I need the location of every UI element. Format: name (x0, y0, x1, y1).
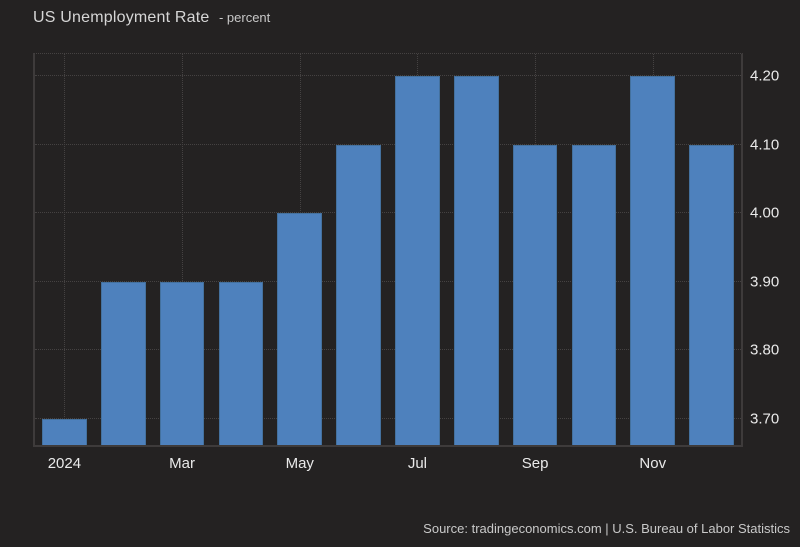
x-axis-tick-label: Sep (521, 455, 549, 472)
bar-dec-2024[interactable] (689, 144, 734, 445)
y-axis-tick-label: 3.90 (750, 273, 780, 291)
x-axis-tick-label: May (285, 455, 314, 472)
y-gridline (35, 143, 741, 145)
x-axis-tick-label: Mar (169, 455, 195, 472)
bar-sep-2024[interactable] (512, 144, 558, 445)
x-axis-tick-label: Jul (407, 455, 427, 472)
bar-mar-2024[interactable] (159, 281, 205, 445)
y-axis-tick-label: 3.80 (750, 341, 780, 359)
bar-oct-2024[interactable] (571, 144, 617, 445)
x-gridline (64, 54, 66, 445)
chart-title-text: US Unemployment Rate (33, 9, 210, 26)
y-gridline (35, 349, 741, 351)
x-gridline (182, 54, 184, 445)
y-gridline (35, 280, 741, 282)
y-gridline (35, 417, 741, 419)
x-axis-tick-label: 2024 (47, 455, 82, 472)
y-axis-tick-label: 3.70 (750, 410, 780, 428)
y-axis-tick-label: 4.00 (750, 204, 780, 222)
bar-nov-2024[interactable] (630, 75, 676, 445)
bar-feb-2024[interactable] (100, 281, 146, 445)
bar-may-2024[interactable] (277, 213, 323, 445)
y-gridline (35, 212, 741, 214)
y-axis-tick-label: 4.20 (750, 67, 780, 85)
chart-title: US Unemployment Rate - percent (33, 9, 270, 27)
source-credit: Source: tradingeconomics.com | U.S. Bure… (423, 521, 790, 536)
bar-jun-2024[interactable] (336, 144, 381, 445)
bar-aug-2024[interactable] (453, 75, 499, 445)
y-axis-tick-label: 4.10 (750, 136, 780, 154)
bar-apr-2024[interactable] (218, 281, 264, 445)
bar-jul-2024[interactable] (395, 75, 440, 445)
chart-plot-area: 2024 Mar May Jul Sep Nov 3.70 3.80 3.90 4.00 4.10 4… (33, 53, 779, 472)
chart-subtitle-text: - percent (218, 10, 271, 25)
bar-jan-2024[interactable] (42, 418, 87, 445)
y-gridline (35, 74, 741, 76)
x-axis-tick-label: Nov (639, 455, 667, 472)
